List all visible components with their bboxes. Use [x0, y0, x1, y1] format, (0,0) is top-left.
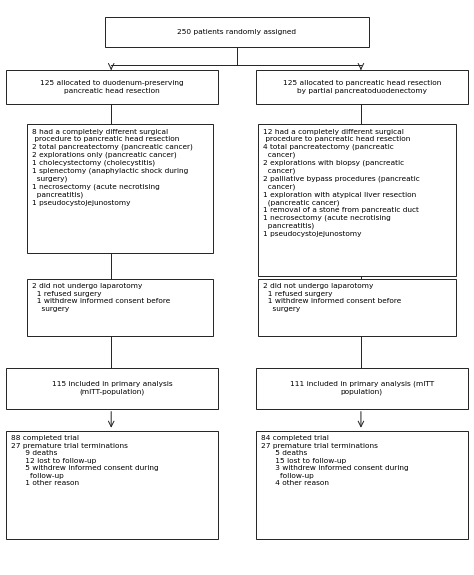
Text: 115 included in primary analysis
(mITT-population): 115 included in primary analysis (mITT-p…: [52, 381, 173, 395]
FancyBboxPatch shape: [258, 124, 456, 276]
Text: 125 allocated to pancreatic head resection
by partial pancreatoduodenectomy: 125 allocated to pancreatic head resecti…: [283, 81, 441, 94]
FancyBboxPatch shape: [6, 70, 218, 105]
Text: 84 completed trial
27 premature trial terminations
      5 deaths
      15 lost : 84 completed trial 27 premature trial te…: [261, 435, 408, 486]
FancyBboxPatch shape: [6, 367, 218, 409]
Text: 125 allocated to duodenum-preserving
pancreatic head resection: 125 allocated to duodenum-preserving pan…: [40, 81, 184, 94]
FancyBboxPatch shape: [258, 279, 456, 336]
Text: 2 did not undergo laparotomy
  1 refused surgery
  1 withdrew informed consent b: 2 did not undergo laparotomy 1 refused s…: [32, 283, 170, 312]
FancyBboxPatch shape: [256, 431, 468, 539]
FancyBboxPatch shape: [6, 431, 218, 539]
FancyBboxPatch shape: [105, 17, 369, 47]
FancyBboxPatch shape: [27, 124, 213, 253]
FancyBboxPatch shape: [27, 279, 213, 336]
Text: 8 had a completely different surgical
 procedure to pancreatic head resection
2 : 8 had a completely different surgical pr…: [32, 129, 193, 206]
Text: 12 had a completely different surgical
 procedure to pancreatic head resection
4: 12 had a completely different surgical p…: [263, 129, 419, 237]
Text: 88 completed trial
27 premature trial terminations
      9 deaths
      12 lost : 88 completed trial 27 premature trial te…: [11, 435, 158, 486]
FancyBboxPatch shape: [256, 70, 468, 105]
FancyBboxPatch shape: [256, 367, 468, 409]
Text: 250 patients randomly assigned: 250 patients randomly assigned: [177, 29, 297, 35]
Text: 2 did not undergo laparotomy
  1 refused surgery
  1 withdrew informed consent b: 2 did not undergo laparotomy 1 refused s…: [263, 283, 401, 312]
Text: 111 included in primary analysis (mITT
population): 111 included in primary analysis (mITT p…: [290, 381, 434, 396]
